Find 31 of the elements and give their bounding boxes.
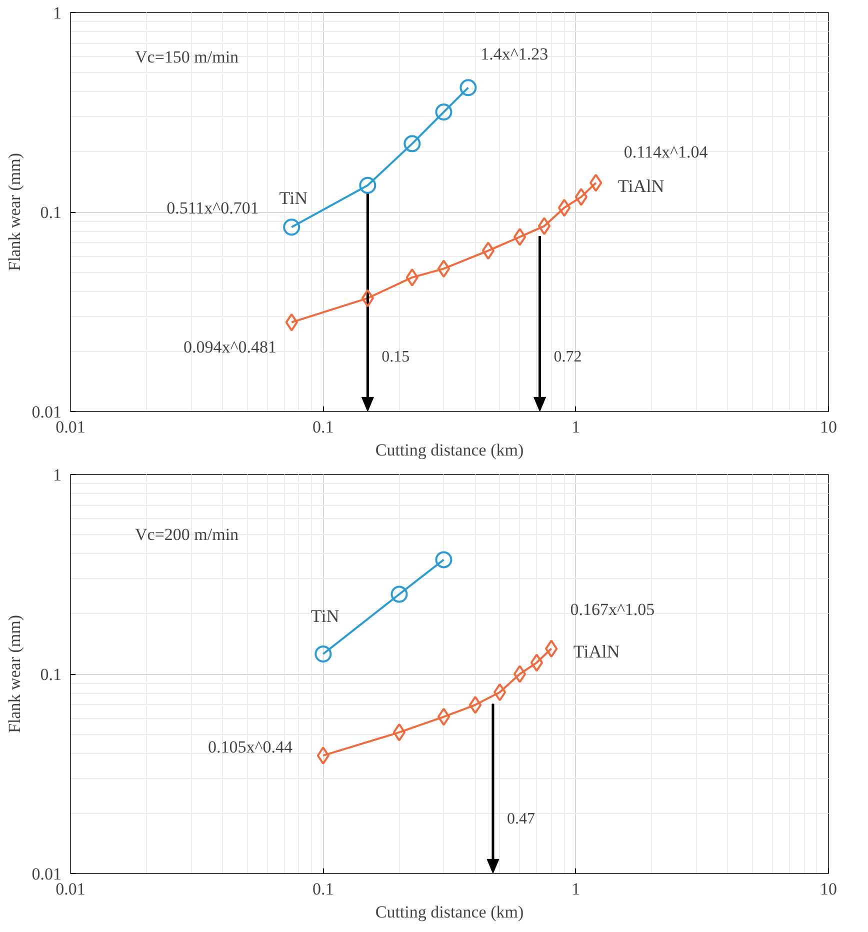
y-tick-label: 1 — [53, 466, 62, 484]
x-tick-label: 10 — [820, 418, 837, 436]
y-tick-label: 0.01 — [32, 402, 62, 422]
x-tick-label: 10 — [820, 880, 837, 898]
ref-line-label: 0.47 — [506, 810, 535, 828]
y-axis-title: Flank wear (mm) — [4, 152, 24, 272]
annotation: Vc=150 m/min — [135, 47, 240, 66]
ref-line-label: 0.72 — [554, 348, 582, 366]
y-tick-label: 0.1 — [40, 203, 62, 222]
y-tick-label: 0.01 — [32, 864, 62, 884]
annotation: 0.167x^1.05 — [570, 600, 655, 620]
x-tick-label: 0.1 — [312, 418, 334, 436]
x-axis-title: Cutting distance (km) — [375, 440, 524, 460]
annotation: 0.511x^0.701 — [166, 198, 259, 218]
series-label: TiN — [279, 188, 308, 208]
annotation: 0.094x^0.481 — [183, 338, 276, 357]
x-tick-label: 0.1 — [312, 880, 334, 898]
y-tick-label: 0.1 — [40, 665, 62, 684]
y-axis-title: Flank wear (mm) — [4, 614, 24, 734]
x-tick-label: 1 — [572, 880, 580, 898]
annotation: 0.105x^0.44 — [208, 738, 293, 757]
series-label: TiN — [310, 606, 340, 626]
series-label: TiAlN — [618, 176, 664, 196]
x-tick-label: 1 — [572, 418, 580, 436]
series-label: TiAlN — [573, 642, 620, 662]
annotation: 0.114x^1.04 — [624, 142, 708, 162]
x-axis-title: Cutting distance (km) — [375, 902, 524, 922]
annotation: 1.4x^1.23 — [480, 44, 548, 64]
y-tick-label: 1 — [53, 4, 62, 22]
annotation: Vc=200 m/min — [135, 525, 240, 544]
ref-line-label: 0.15 — [382, 348, 410, 366]
